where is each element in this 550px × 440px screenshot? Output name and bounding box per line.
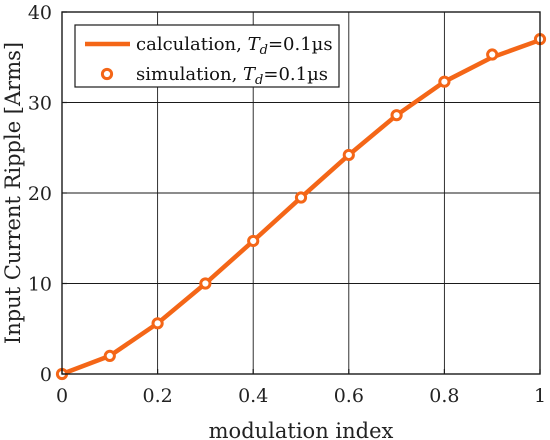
plot-area <box>55 33 547 381</box>
x-tick-label: 0.8 <box>429 385 459 407</box>
legend: calculation, Td=0.1µs simulation, Td=0.1µ… <box>74 24 340 88</box>
x-axis-label: modulation index <box>209 419 394 440</box>
legend-marker-swatch <box>100 67 114 81</box>
y-tick-label: 40 <box>28 2 52 24</box>
simulation-point <box>390 109 403 122</box>
simulation-point <box>247 234 260 248</box>
y-tick-label: 30 <box>28 93 52 115</box>
x-tick-label: 0.2 <box>142 385 172 407</box>
x-tick-label: 1 <box>534 385 546 407</box>
legend-box <box>74 24 340 88</box>
x-tick-label: 0 <box>56 385 68 407</box>
y-axis-label: Input Current Ripple [Arms] <box>1 42 25 344</box>
legend-label: simulation, Td=0.1µs <box>136 64 328 88</box>
simulation-point <box>151 317 164 330</box>
simulation-point <box>103 349 116 362</box>
x-tick-label: 0.4 <box>238 385 268 407</box>
simulation-point <box>486 48 499 61</box>
simulation-point <box>294 191 308 204</box>
x-tick-label: 0.6 <box>334 385 364 407</box>
simulation-point <box>199 277 212 290</box>
calculation-line <box>59 37 543 377</box>
y-tick-label: 0 <box>40 364 52 386</box>
y-tick-label: 20 <box>28 183 52 205</box>
simulation-point <box>438 75 451 88</box>
legend-label: calculation, Td=0.1µs <box>136 34 333 58</box>
simulation-point <box>342 148 355 162</box>
y-tick-label: 10 <box>28 274 52 296</box>
